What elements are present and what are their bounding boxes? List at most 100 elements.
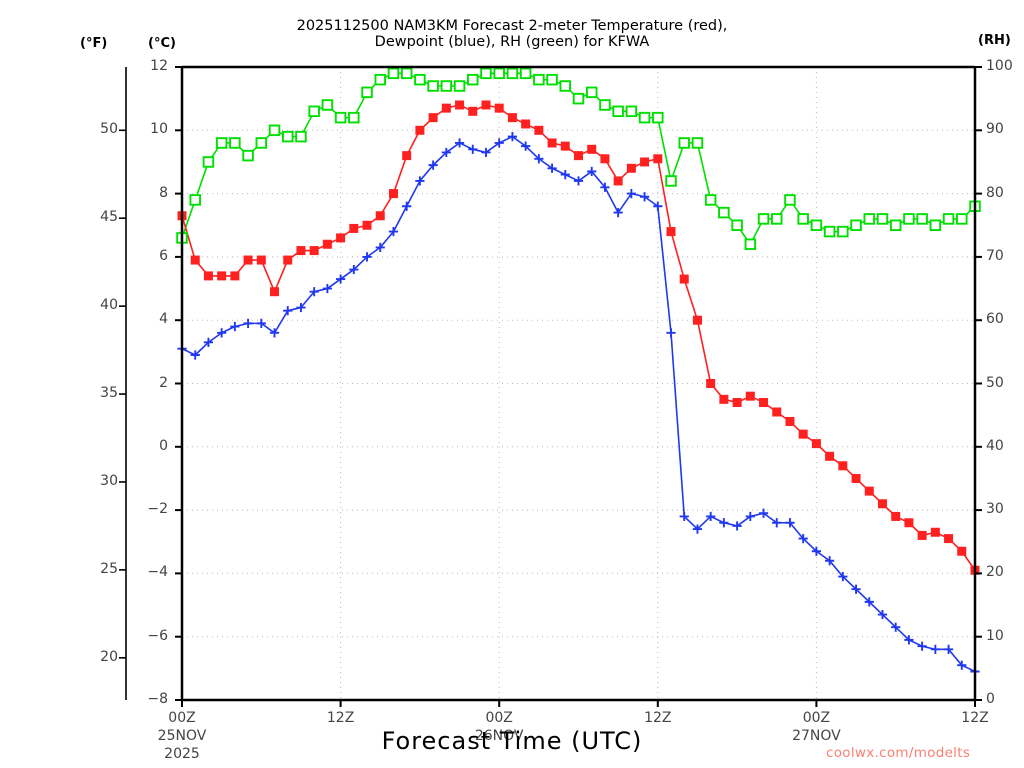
temperature-data-point	[640, 157, 650, 167]
temperature-data-point	[322, 239, 332, 249]
dewpoint-data-point	[692, 524, 703, 534]
temperature-data-point	[904, 518, 914, 528]
fahrenheit-tick-label: 50	[100, 121, 118, 138]
dewpoint-data-point	[587, 166, 597, 177]
temperature-data-point	[203, 271, 213, 281]
temperature-data-point	[706, 379, 716, 388]
temperature-data-point	[653, 154, 663, 164]
temperature-data-point	[719, 394, 729, 404]
temperature-data-point	[402, 151, 412, 161]
rh-data-point	[546, 73, 558, 86]
rh-data-point	[427, 80, 439, 92]
dewpoint-data-point	[375, 242, 385, 252]
dewpoint-data-point	[322, 283, 332, 294]
rh-data-point	[638, 111, 651, 124]
dewpoint-data-point	[547, 163, 557, 173]
rh-data-point	[295, 130, 307, 143]
dewpoint-data-point	[349, 264, 359, 275]
dewpoint-data-point	[507, 132, 518, 142]
dewpoint-data-point	[309, 287, 319, 297]
dewpoint-data-point	[745, 511, 755, 522]
rh-data-point	[400, 67, 413, 80]
temperature-data-point	[375, 211, 385, 221]
temperature-data-point	[877, 499, 887, 509]
temperature-data-point	[957, 546, 967, 556]
temperature-data-point	[692, 315, 702, 325]
rh-data-point	[480, 67, 492, 80]
rh-data-point	[321, 99, 334, 111]
rh-data-point	[652, 111, 664, 124]
dewpoint-data-point	[785, 518, 795, 528]
dewpoint-data-point	[653, 201, 663, 211]
rh-data-point	[533, 73, 545, 86]
rh-data-point	[242, 149, 254, 162]
rh-data-point	[519, 67, 532, 80]
rh-data-point	[255, 137, 268, 149]
rh-data-point	[229, 137, 241, 149]
temperature-data-point	[944, 534, 954, 544]
dewpoint-data-point	[706, 511, 716, 522]
time-tick-label: 00Z	[802, 710, 831, 726]
temperature-data-point	[930, 527, 940, 537]
rh-data-point	[863, 213, 876, 225]
temperature-data-point	[256, 255, 266, 265]
temperature-data-point	[732, 397, 742, 407]
temperature-data-point	[600, 154, 610, 164]
dewpoint-data-point	[957, 660, 967, 670]
rh-data-point	[612, 105, 624, 118]
series-line	[181, 104, 976, 571]
rh-data-point	[850, 219, 862, 231]
temperature-data-point	[759, 397, 769, 407]
dewpoint-data-point	[415, 176, 425, 186]
dewpoint-data-point	[838, 571, 848, 582]
celsius-tick-label: 6	[159, 247, 168, 264]
rh-data-point	[572, 92, 585, 105]
dewpoint-data-point	[230, 321, 240, 332]
rh-data-point	[757, 213, 770, 225]
rh-tick-label: 70	[986, 247, 1004, 264]
rh-tick-label: 0	[986, 691, 995, 707]
watermark-credit: coolwx.com/modelts	[826, 745, 971, 761]
rh-data-point	[334, 111, 347, 124]
celsius-tick-label: −2	[147, 501, 168, 518]
celsius-tick-label: 2	[159, 374, 168, 391]
temperature-data-point	[917, 530, 927, 540]
dewpoint-data-point	[203, 337, 214, 347]
temperature-data-point	[772, 407, 782, 417]
rh-data-point	[771, 213, 783, 225]
rh-data-point	[678, 137, 690, 149]
dewpoint-data-point	[269, 328, 280, 338]
left-fahrenheit-axis-header: (°F)	[80, 36, 108, 51]
dewpoint-data-point	[428, 160, 438, 170]
temperature-data-point	[547, 138, 557, 148]
dewpoint-data-point	[468, 144, 478, 154]
dewpoint-data-point	[256, 318, 266, 328]
celsius-tick-label: 0	[159, 437, 168, 454]
temperature-data-point	[785, 416, 795, 426]
dewpoint-data-point	[494, 138, 504, 148]
rh-data-point	[929, 219, 942, 231]
time-tick-label: 12Z	[644, 710, 672, 726]
dewpoint-data-point	[758, 508, 769, 518]
rh-data-point	[691, 137, 704, 149]
dewpoint-data-point	[639, 192, 650, 202]
temperature-data-point	[283, 255, 293, 265]
dewpoint-data-point	[190, 350, 200, 360]
dewpoint-data-point	[917, 641, 927, 651]
temperature-data-point	[441, 103, 451, 113]
rh-data-point	[215, 137, 228, 149]
rh-data-point	[797, 213, 809, 225]
rh-data-point	[348, 111, 360, 124]
dewpoint-data-point	[336, 274, 346, 284]
rh-tick-label: 50	[986, 374, 1004, 391]
temperature-data-point	[388, 189, 398, 199]
rh-tick-label: 20	[986, 564, 1004, 581]
temperature-data-point	[494, 103, 504, 113]
rh-data-point	[837, 225, 849, 238]
rh-data-point	[876, 213, 889, 225]
celsius-tick-label: 10	[150, 121, 168, 138]
rh-data-point	[467, 73, 479, 86]
rh-data-point	[361, 86, 373, 99]
temperature-data-point	[521, 119, 531, 129]
